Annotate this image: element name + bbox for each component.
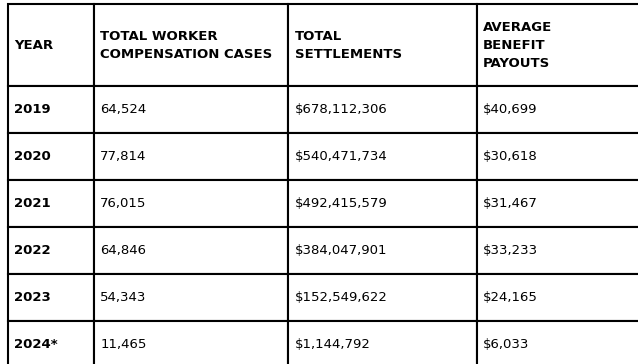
Bar	[477, 180, 638, 228]
Bar	[8, 321, 94, 364]
Bar	[288, 86, 477, 133]
Bar	[477, 228, 638, 274]
Bar	[94, 180, 288, 228]
Text: 64,524: 64,524	[100, 103, 146, 116]
Bar	[94, 274, 288, 321]
Bar	[8, 228, 94, 274]
Bar	[94, 86, 288, 133]
Text: 11,465: 11,465	[100, 339, 147, 351]
Text: 2021: 2021	[14, 197, 50, 210]
Bar	[288, 4, 477, 86]
Text: $30,618: $30,618	[483, 150, 538, 163]
Bar	[288, 180, 477, 228]
Bar	[94, 4, 288, 86]
Text: $1,144,792: $1,144,792	[295, 339, 371, 351]
Bar	[94, 228, 288, 274]
Text: 2023: 2023	[14, 292, 51, 304]
Bar	[477, 321, 638, 364]
Text: TOTAL WORKER
COMPENSATION CASES: TOTAL WORKER COMPENSATION CASES	[100, 30, 272, 61]
Bar	[288, 133, 477, 180]
Text: 54,343: 54,343	[100, 292, 147, 304]
Text: $152,549,622: $152,549,622	[295, 292, 388, 304]
Text: $678,112,306: $678,112,306	[295, 103, 387, 116]
Text: $33,233: $33,233	[483, 244, 538, 257]
Text: 2020: 2020	[14, 150, 51, 163]
Text: $24,165: $24,165	[483, 292, 538, 304]
Bar	[8, 180, 94, 228]
Bar	[8, 86, 94, 133]
Text: 2019: 2019	[14, 103, 50, 116]
Text: YEAR: YEAR	[14, 39, 53, 52]
Bar	[288, 274, 477, 321]
Text: $492,415,579: $492,415,579	[295, 197, 387, 210]
Bar	[477, 133, 638, 180]
Bar	[477, 4, 638, 86]
Bar	[477, 274, 638, 321]
Text: $6,033: $6,033	[483, 339, 530, 351]
Text: 2024*: 2024*	[14, 339, 57, 351]
Text: 64,846: 64,846	[100, 244, 146, 257]
Bar	[477, 86, 638, 133]
Text: 77,814: 77,814	[100, 150, 147, 163]
Bar	[288, 321, 477, 364]
Text: 2022: 2022	[14, 244, 50, 257]
Bar	[8, 274, 94, 321]
Text: $31,467: $31,467	[483, 197, 538, 210]
Bar	[288, 228, 477, 274]
Bar	[94, 321, 288, 364]
Text: $40,699: $40,699	[483, 103, 537, 116]
Bar	[8, 133, 94, 180]
Bar	[8, 4, 94, 86]
Text: TOTAL
SETTLEMENTS: TOTAL SETTLEMENTS	[295, 30, 402, 61]
Text: AVERAGE
BENEFIT
PAYOUTS: AVERAGE BENEFIT PAYOUTS	[483, 21, 553, 70]
Text: 76,015: 76,015	[100, 197, 147, 210]
Text: $540,471,734: $540,471,734	[295, 150, 387, 163]
Bar	[94, 133, 288, 180]
Text: $384,047,901: $384,047,901	[295, 244, 387, 257]
